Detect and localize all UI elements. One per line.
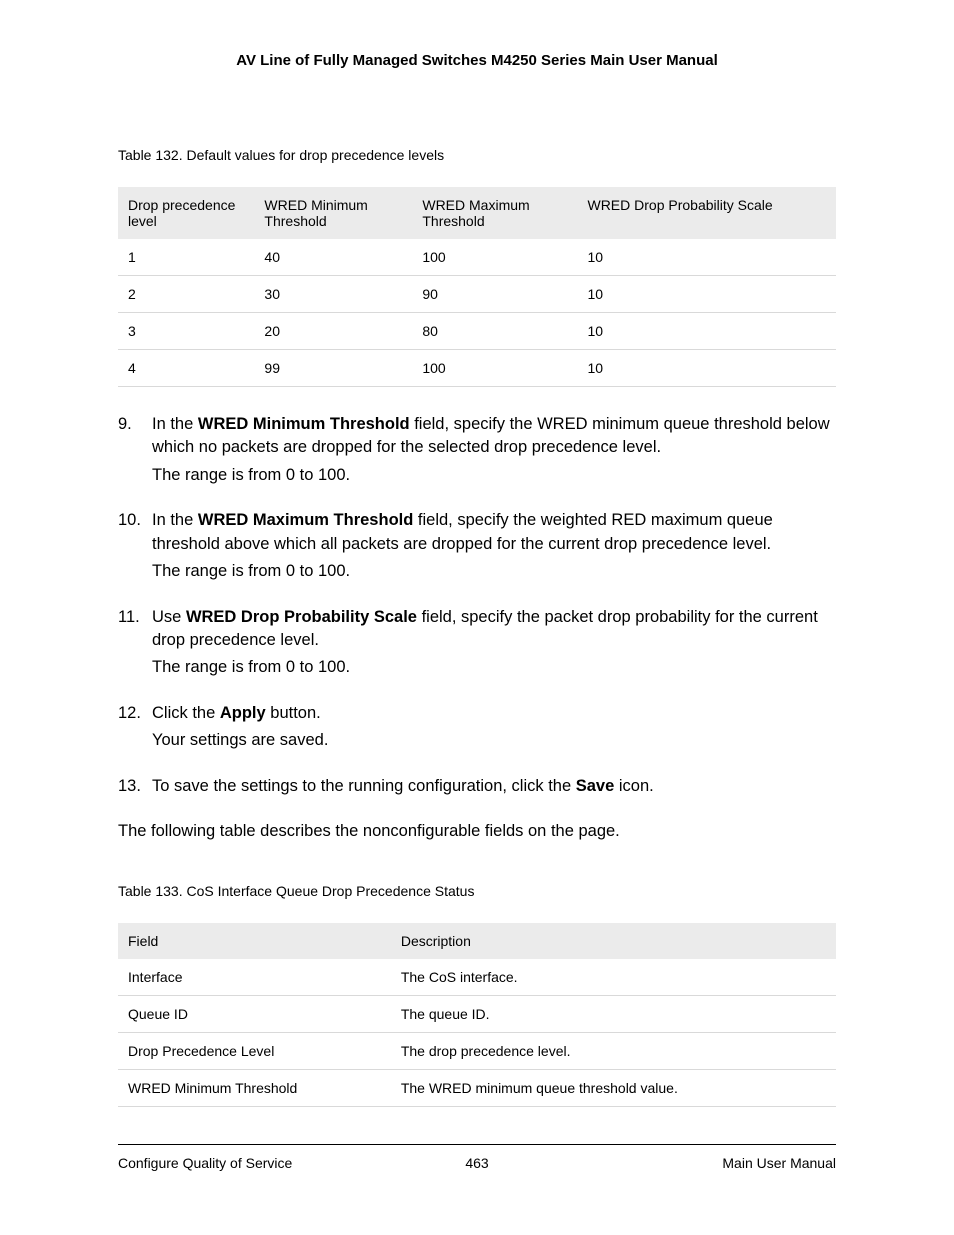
step-extra: The range is from 0 to 100.	[152, 464, 836, 487]
step-text-bold: WRED Maximum Threshold	[198, 511, 413, 529]
table-header-cell: WRED Minimum Threshold	[254, 187, 412, 239]
table-cell: 40	[254, 239, 412, 276]
step-text-post: icon.	[614, 777, 653, 795]
page-footer: Configure Quality of Service 463 Main Us…	[118, 1144, 836, 1171]
table-row: Drop Precedence Level The drop precedenc…	[118, 1033, 836, 1070]
step-number: 10.	[118, 509, 141, 532]
table-cell: The CoS interface.	[391, 959, 836, 996]
table-132-caption: Table 132. Default values for drop prece…	[118, 147, 836, 163]
step-text-bold: Save	[576, 777, 615, 795]
table-row: 2 30 90 10	[118, 276, 836, 313]
step-extra: The range is from 0 to 100.	[152, 656, 836, 679]
table-row: WRED Minimum Threshold The WRED minimum …	[118, 1070, 836, 1107]
step-text-bold: WRED Drop Probability Scale	[186, 608, 417, 626]
table-row: Queue ID The queue ID.	[118, 996, 836, 1033]
step-number: 12.	[118, 702, 141, 725]
table-header-cell: WRED Drop Probability Scale	[577, 187, 836, 239]
table-header-row: Field Description	[118, 923, 836, 959]
table-cell: The queue ID.	[391, 996, 836, 1033]
footer-left: Configure Quality of Service	[118, 1155, 292, 1171]
table-cell: 30	[254, 276, 412, 313]
table-row: 4 99 100 10	[118, 350, 836, 387]
step-text-pre: To save the settings to the running conf…	[152, 777, 576, 795]
table-row: 3 20 80 10	[118, 313, 836, 350]
table-cell: 10	[577, 350, 836, 387]
table-cell: Queue ID	[118, 996, 391, 1033]
step-10: 10. In the WRED Maximum Threshold field,…	[118, 509, 836, 583]
table-cell: 3	[118, 313, 254, 350]
step-number: 13.	[118, 775, 141, 798]
table-cell: 10	[577, 313, 836, 350]
table-cell: Interface	[118, 959, 391, 996]
step-extra: The range is from 0 to 100.	[152, 560, 836, 583]
table-cell: WRED Minimum Threshold	[118, 1070, 391, 1107]
table-cell: 100	[412, 350, 577, 387]
table-header-cell: Description	[391, 923, 836, 959]
table-133-caption: Table 133. CoS Interface Queue Drop Prec…	[118, 883, 836, 899]
step-text-pre: Use	[152, 608, 186, 626]
table-cell: 4	[118, 350, 254, 387]
step-text-pre: In the	[152, 415, 198, 433]
table-133: Field Description Interface The CoS inte…	[118, 923, 836, 1107]
table-header-row: Drop precedence level WRED Minimum Thres…	[118, 187, 836, 239]
table-row: Interface The CoS interface.	[118, 959, 836, 996]
step-text-bold: WRED Minimum Threshold	[198, 415, 410, 433]
step-9: 9. In the WRED Minimum Threshold field, …	[118, 413, 836, 487]
table-cell: 20	[254, 313, 412, 350]
table-cell: 100	[412, 239, 577, 276]
table-cell: The drop precedence level.	[391, 1033, 836, 1070]
table-cell: 80	[412, 313, 577, 350]
table-cell: 90	[412, 276, 577, 313]
step-11: 11. Use WRED Drop Probability Scale fiel…	[118, 606, 836, 680]
instruction-list: 9. In the WRED Minimum Threshold field, …	[118, 413, 836, 798]
body-paragraph: The following table describes the noncon…	[118, 820, 836, 843]
table-cell: 10	[577, 276, 836, 313]
footer-right: Main User Manual	[722, 1155, 836, 1171]
table-header-cell: Drop precedence level	[118, 187, 254, 239]
step-number: 9.	[118, 413, 132, 436]
step-13: 13. To save the settings to the running …	[118, 775, 836, 798]
table-header-cell: Field	[118, 923, 391, 959]
table-cell: The WRED minimum queue threshold value.	[391, 1070, 836, 1107]
step-text-pre: Click the	[152, 704, 220, 722]
table-cell: 99	[254, 350, 412, 387]
step-text-post: button.	[266, 704, 321, 722]
table-row: 1 40 100 10	[118, 239, 836, 276]
step-extra: Your settings are saved.	[152, 729, 836, 752]
step-text-bold: Apply	[220, 704, 266, 722]
table-cell: Drop Precedence Level	[118, 1033, 391, 1070]
step-12: 12. Click the Apply button. Your setting…	[118, 702, 836, 753]
table-cell: 2	[118, 276, 254, 313]
table-header-cell: WRED Maximum Threshold	[412, 187, 577, 239]
step-text-pre: In the	[152, 511, 198, 529]
table-132: Drop precedence level WRED Minimum Thres…	[118, 187, 836, 387]
table-cell: 10	[577, 239, 836, 276]
table-cell: 1	[118, 239, 254, 276]
page-header-title: AV Line of Fully Managed Switches M4250 …	[118, 52, 836, 69]
step-number: 11.	[118, 606, 140, 629]
